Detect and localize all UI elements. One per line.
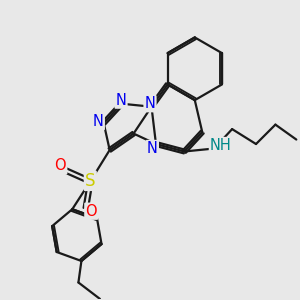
Text: N: N bbox=[116, 93, 127, 108]
Text: N: N bbox=[145, 96, 155, 111]
Text: N: N bbox=[147, 141, 158, 156]
Text: NH: NH bbox=[210, 138, 232, 153]
Text: N: N bbox=[93, 114, 104, 129]
Text: O: O bbox=[55, 158, 66, 173]
Text: O: O bbox=[85, 204, 97, 219]
Text: S: S bbox=[85, 172, 95, 190]
